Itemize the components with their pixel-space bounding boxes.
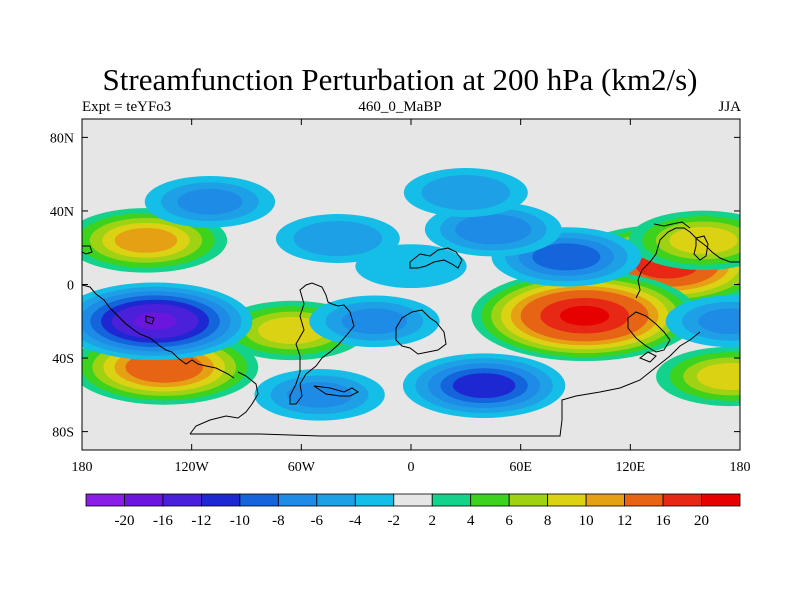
- colorbar-swatch: [393, 493, 433, 507]
- contour-band-3-3: [669, 226, 738, 254]
- map-title: Streamfunction Perturbation at 200 hPa (…: [102, 62, 698, 97]
- colorbar-label: 4: [467, 513, 475, 529]
- contour-band-9-3: [532, 243, 601, 271]
- coastline-australia: [627, 311, 671, 353]
- colorbar-label: 10: [579, 513, 594, 529]
- coastline-antarctic-shelf: [190, 331, 701, 437]
- colorbar-swatch: [124, 493, 164, 507]
- colorbar-label: 16: [656, 513, 672, 529]
- lon-tick-label: 60E: [509, 460, 532, 475]
- contour-band-10-2: [455, 214, 532, 245]
- colorbar-swatch: [354, 493, 395, 507]
- lon-tick-label: 180: [730, 460, 751, 475]
- coastline-asia: [635, 227, 740, 299]
- colorbar-swatch: [470, 493, 510, 507]
- coastlines: [82, 221, 740, 437]
- colorbar-label: 8: [544, 513, 552, 529]
- contour-band-16-2: [698, 308, 740, 335]
- case-label: 460_0_MaBP: [358, 99, 442, 115]
- colorbar-label: -10: [230, 513, 250, 529]
- contour-band-15-2: [287, 381, 353, 408]
- colorbar-swatch: [201, 493, 241, 507]
- contour-band-17-0: [355, 244, 467, 289]
- colorbar-label: 20: [694, 513, 709, 529]
- colorbar-label: -16: [153, 513, 173, 529]
- streamfunction-field: [82, 168, 740, 421]
- contour-band-11-2: [177, 188, 243, 215]
- colorbar-label: 2: [428, 513, 436, 529]
- colorbar-label: -2: [388, 513, 401, 529]
- contour-band-12-1: [421, 175, 511, 211]
- colorbar-swatch: [508, 493, 549, 507]
- coastline-europe: [409, 247, 463, 269]
- colorbar-swatch: [624, 493, 664, 507]
- contour-band-2-4: [114, 227, 178, 253]
- lat-tick-label: 80N: [50, 131, 74, 146]
- colorbar-swatch: [701, 493, 741, 507]
- experiment-label: Expt = teYFo3: [82, 99, 172, 115]
- colorbar-label: -12: [191, 513, 211, 529]
- colorbar-swatch: [162, 493, 202, 507]
- contour-band-4-3: [696, 362, 740, 390]
- contour-band-13-2: [341, 308, 408, 335]
- contour-band-8-4: [452, 373, 516, 399]
- coastline-pacific-island: [82, 245, 155, 325]
- contour-band-7-6: [133, 312, 177, 330]
- lon-tick-label: 60W: [288, 460, 316, 475]
- colorbar-label: -4: [349, 513, 362, 529]
- colorbar-swatch: [316, 493, 356, 507]
- colorbar-label: 12: [617, 513, 632, 529]
- colorbar-swatch: [239, 493, 279, 507]
- colorbar-swatch: [585, 493, 625, 507]
- coastline-antarctic-islands: [313, 351, 657, 397]
- colorbar-swatch: [547, 493, 587, 507]
- colorbar-label: 6: [505, 513, 513, 529]
- contour-band-6-7: [560, 305, 610, 326]
- colorbar-label: -8: [272, 513, 285, 529]
- season-label: JJA: [718, 99, 741, 115]
- coastline-south-america: [289, 282, 355, 405]
- coastline-north-america: [82, 284, 235, 379]
- colorbar-swatch: [85, 493, 125, 507]
- coastline-africa: [395, 309, 447, 355]
- colorbar-label: -6: [311, 513, 324, 529]
- lat-tick-label: 0: [67, 279, 74, 294]
- colorbar-swatch: [431, 493, 472, 507]
- coastline-east-asia: [653, 221, 709, 261]
- contour-band-14-1: [293, 221, 383, 257]
- lon-tick-label: 180: [72, 460, 93, 475]
- lat-tick-label: 40N: [50, 205, 74, 220]
- map-axes: 80N 40N 0 40S 80S 180 120W 60W 0 60E 120E 180: [50, 119, 751, 475]
- lon-tick-label: 0: [408, 460, 415, 475]
- colorbar-swatch: [277, 493, 318, 507]
- lon-tick-label: 120W: [175, 460, 210, 475]
- colorbar-swatch: [662, 493, 702, 507]
- colorbar: -20 -16 -12 -10 -8 -6 -4 -2 2 4 6 8 10 12 16 20: [85, 493, 741, 529]
- lat-tick-label: 80S: [52, 426, 74, 441]
- coastline-antarctica: [189, 371, 259, 435]
- lat-tick-label: 40S: [52, 352, 74, 367]
- contour-band-5-3: [258, 316, 327, 344]
- colorbar-label: -20: [114, 513, 134, 529]
- lon-tick-label: 120E: [616, 460, 646, 475]
